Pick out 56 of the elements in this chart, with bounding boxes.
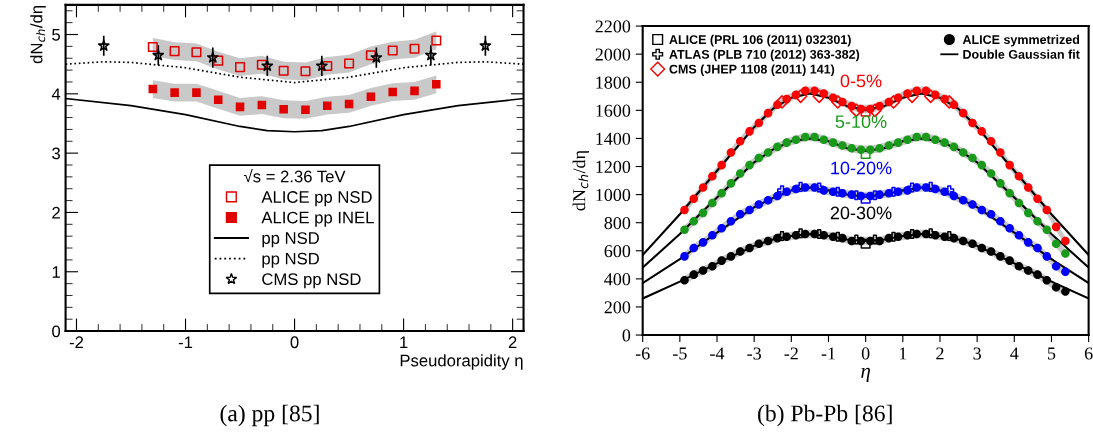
x-tick-label: 5: [1048, 347, 1056, 360]
y-tick-label: 400: [604, 273, 631, 286]
y-tick-label: 1600: [596, 104, 631, 117]
legend-label: ALICE pp NSD: [261, 191, 372, 207]
annotation: 5-10%: [835, 115, 887, 129]
legend-label: pp NSD: [262, 252, 319, 268]
y-axis-title: dN$_{ch}$/dη: [30, 6, 46, 64]
x-tick-label: -4: [710, 347, 725, 360]
legend-label: ATLAS (PLB 710 (2012) 363-382): [669, 49, 860, 62]
y-tick-label: 3: [52, 147, 60, 160]
x-tick-label: -5: [673, 347, 687, 360]
x-axis-title: Pseudorapidity η: [400, 354, 523, 370]
y-tick-label: 2000: [595, 48, 631, 61]
x-tick-label: 1: [899, 347, 907, 360]
x-axis-title: η: [861, 367, 870, 383]
legend-label: pp NSD: [262, 232, 319, 248]
annotation: 10-20%: [831, 161, 892, 175]
x-tick-label: 4: [1010, 347, 1019, 360]
legend-label: Double Gaussian fit: [963, 49, 1080, 59]
legend-label: ALICE (PRL 106 (2011) 032301): [669, 34, 851, 47]
legend-title: √s = 2.36 TeV: [244, 169, 346, 183]
x-tick-label: -2: [784, 347, 798, 360]
annotation: 20-30%: [830, 206, 892, 220]
y-tick-label: 200: [604, 301, 631, 314]
x-tick-label: 2: [936, 347, 944, 360]
y-tick-label: 2: [52, 206, 60, 219]
legend-label: CMS pp NSD: [262, 273, 361, 289]
y-tick-label: 1200: [596, 160, 631, 173]
x-tick-label: 3: [973, 347, 981, 360]
x-tick-label: -1: [178, 336, 193, 348]
y-tick-label: 5: [52, 29, 61, 41]
x-tick-label: -1: [821, 347, 835, 360]
x-tick-label: 1: [400, 336, 408, 348]
x-tick-label: 2: [508, 336, 517, 348]
x-tick-label: -3: [747, 347, 761, 360]
legend-label: CMS (JHEP 1108 (2011) 141): [669, 64, 835, 77]
y-axis-title: dN$_{ch}$/dη: [572, 150, 589, 211]
annotation: 0-5%: [840, 74, 882, 88]
x-tick-label: 0: [861, 347, 870, 360]
y-tick-label: 0: [52, 325, 61, 338]
y-tick-label: 600: [604, 245, 631, 258]
legend-label: ALICE symmetrized: [962, 34, 1080, 47]
legend-label: ALICE pp INEL: [261, 211, 374, 227]
x-tick-label: 0: [290, 336, 299, 349]
y-tick-label: 1: [52, 266, 60, 278]
y-tick-label: 1400: [596, 132, 631, 145]
x-tick-label: -6: [635, 347, 650, 360]
text: (b) Pb-Pb [86]: [758, 404, 892, 427]
y-tick-label: 1000: [596, 188, 631, 202]
y-tick-label: 4: [51, 88, 61, 100]
y-tick-label: 800: [604, 216, 631, 230]
y-tick-label: 2200: [595, 20, 631, 33]
x-tick-label: -2: [69, 336, 84, 348]
text: (a) pp [85]: [220, 404, 319, 427]
y-tick-label: 1800: [596, 76, 631, 89]
x-tick-label: 6: [1084, 347, 1093, 360]
